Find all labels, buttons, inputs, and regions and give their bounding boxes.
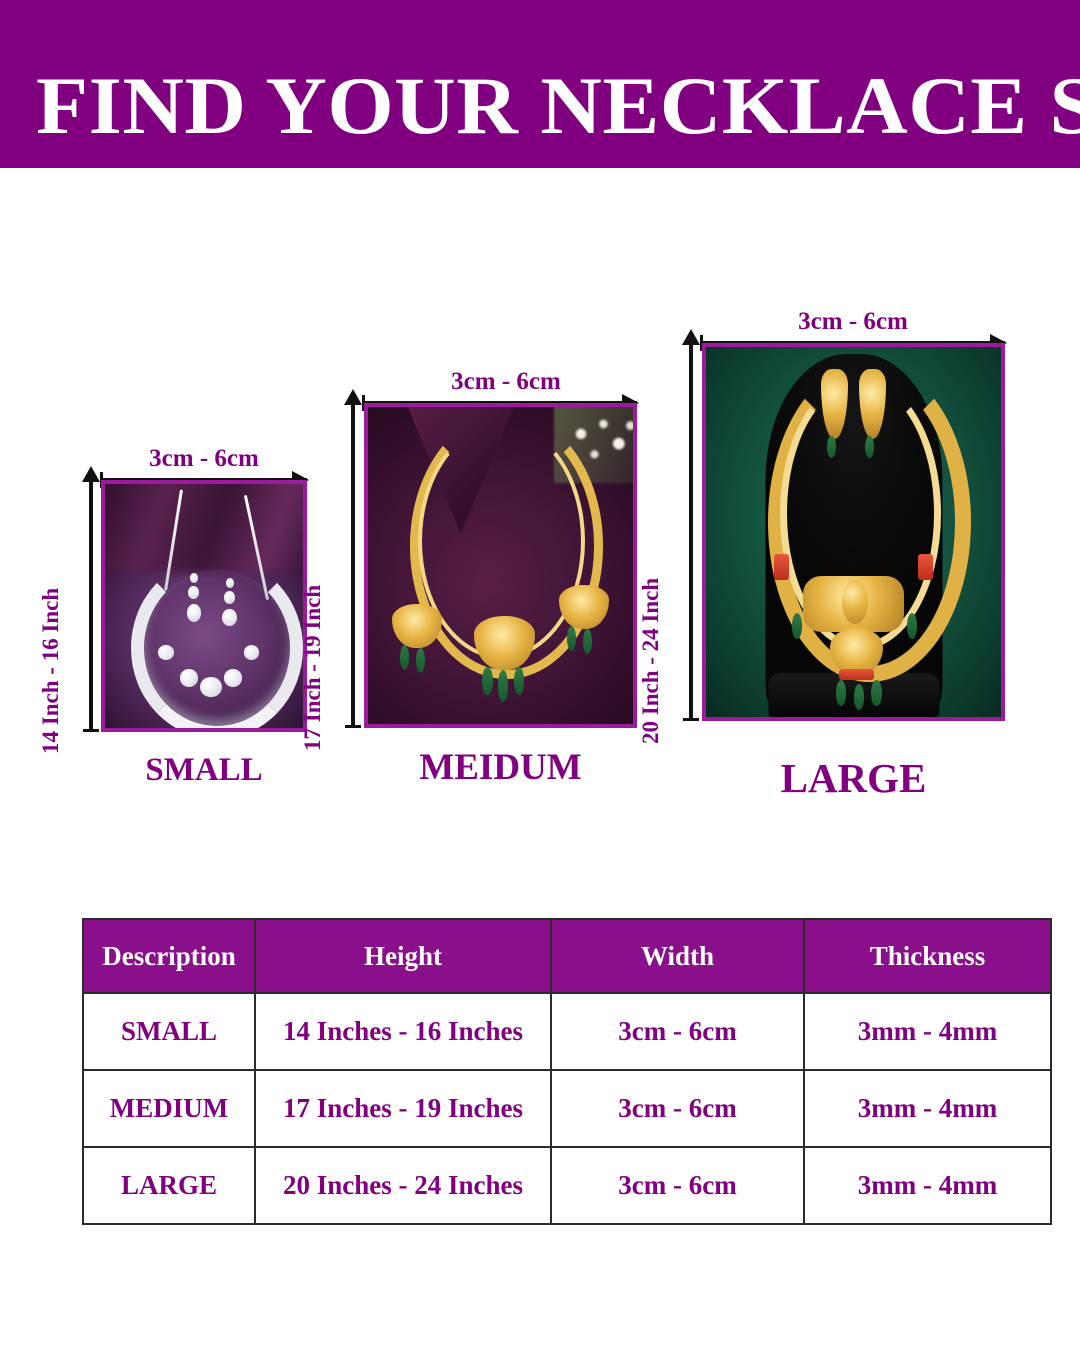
size-chart-table: Description Height Width Thickness SMALL…: [82, 918, 1052, 1225]
cell-height: 17 Inches - 19 Inches: [254, 1069, 552, 1148]
cell-description: MEDIUM: [82, 1069, 256, 1148]
medium-height-arrow: [344, 389, 362, 728]
cell-height: 20 Inches - 24 Inches: [254, 1146, 552, 1225]
table-header-row: Description Height Width Thickness: [82, 918, 1052, 994]
medium-width-label: 3cm - 6cm: [451, 368, 561, 395]
small-width-label: 3cm - 6cm: [149, 445, 259, 472]
medium-necklace-photo: [364, 403, 637, 728]
large-caption: LARGE: [780, 755, 927, 801]
medium-earring-left: [391, 603, 443, 648]
table-row: LARGE 20 Inches - 24 Inches 3cm - 6cm 3m…: [82, 1146, 1052, 1225]
medium-caption: MEIDUM: [419, 747, 582, 788]
cell-width: 3cm - 6cm: [550, 1146, 805, 1225]
cell-description: LARGE: [82, 1146, 256, 1225]
haram-drop-pendant: [829, 628, 883, 677]
medium-earring-right: [558, 584, 610, 629]
page-title: FIND YOUR NECKLACE SIZE: [36, 60, 1080, 151]
cell-width: 3cm - 6cm: [550, 1069, 805, 1148]
cell-height: 14 Inches - 16 Inches: [254, 992, 552, 1071]
cell-thickness: 3mm - 4mm: [803, 1146, 1052, 1225]
medium-pendant: [474, 616, 535, 671]
large-height-arrow: [682, 329, 700, 721]
medium-photo-backdrop: [368, 407, 633, 724]
gold-chain-arc: [410, 413, 604, 679]
large-necklace-photo: [702, 343, 1005, 721]
cell-width: 3cm - 6cm: [550, 992, 805, 1071]
large-height-label: 20 Inch - 24 Inch: [638, 577, 663, 744]
table-row: MEDIUM 17 Inches - 19 Inches 3cm - 6cm 3…: [82, 1069, 1052, 1148]
cell-thickness: 3mm - 4mm: [803, 1069, 1052, 1148]
column-header-description: Description: [82, 918, 256, 994]
cell-description: SMALL: [82, 992, 256, 1071]
small-caption: SMALL: [145, 752, 263, 788]
large-width-label: 3cm - 6cm: [798, 308, 908, 335]
cell-thickness: 3mm - 4mm: [803, 992, 1052, 1071]
silver-earring-left: [184, 572, 208, 645]
small-photo-backdrop: [105, 484, 303, 728]
large-photo-backdrop: [706, 347, 1001, 717]
small-height-arrow: [82, 466, 100, 732]
silver-earring-right: [220, 577, 244, 650]
header-banner: FIND YOUR NECKLACE SIZE: [0, 0, 1080, 168]
size-panels: 3cm - 6cm 14 Inch - 16 Inch: [0, 168, 1080, 868]
medium-height-label: 17 Inch - 19 Inch: [300, 584, 325, 751]
column-header-width: Width: [550, 918, 805, 994]
column-header-height: Height: [254, 918, 552, 994]
table-row: SMALL 14 Inches - 16 Inches 3cm - 6cm 3m…: [82, 992, 1052, 1071]
small-necklace-photo: [101, 480, 307, 732]
small-height-label: 14 Inch - 16 Inch: [38, 587, 63, 754]
column-header-thickness: Thickness: [803, 918, 1052, 994]
